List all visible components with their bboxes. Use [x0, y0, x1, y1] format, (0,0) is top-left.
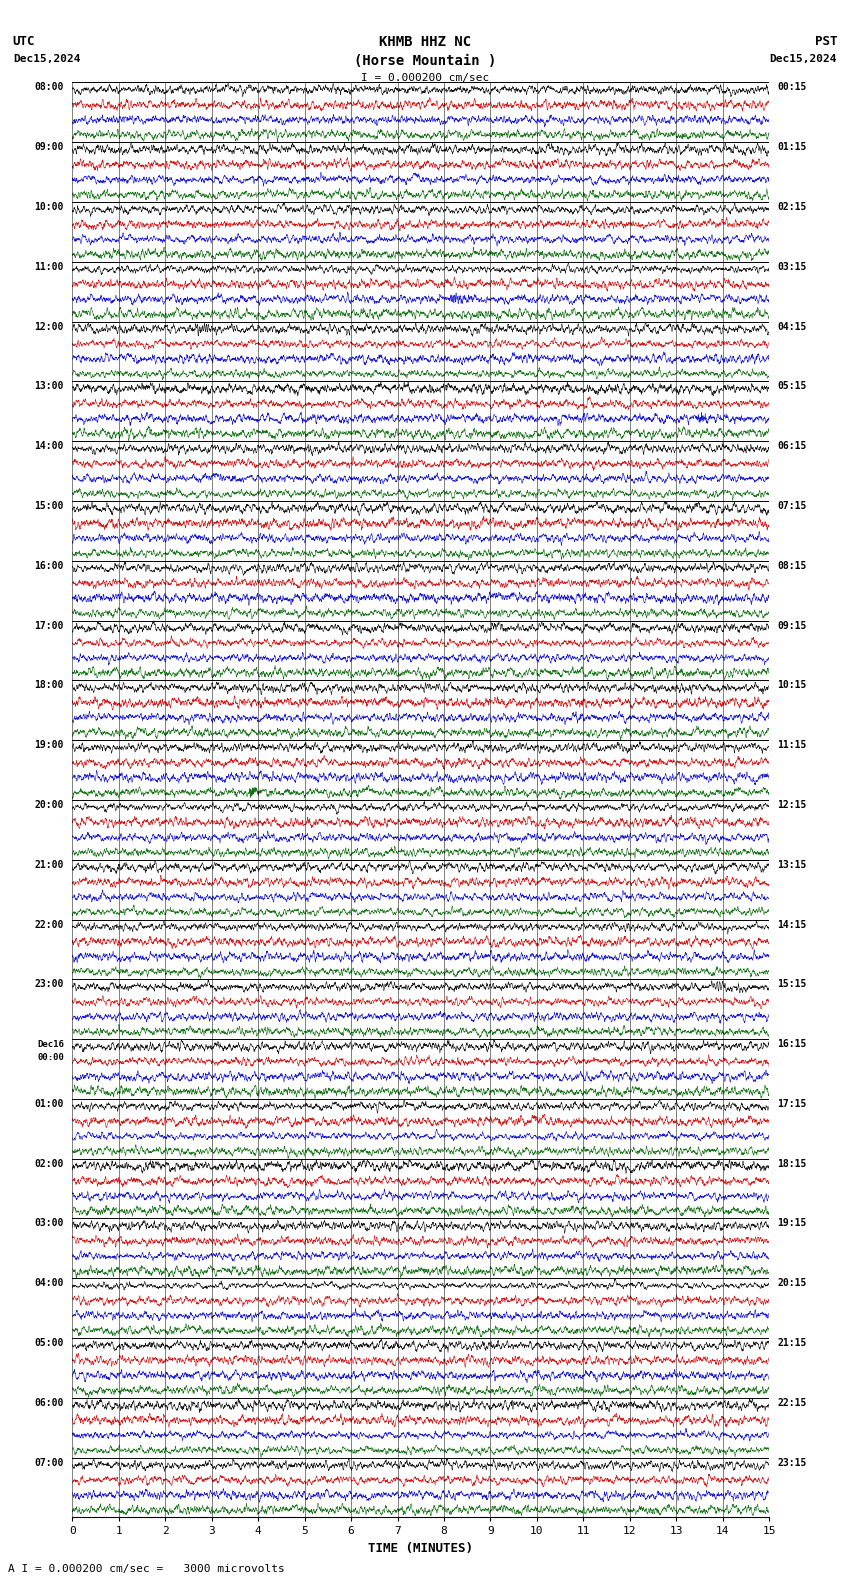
Text: 17:15: 17:15 [778, 1099, 807, 1109]
Text: 17:00: 17:00 [35, 621, 64, 630]
Text: 21:15: 21:15 [778, 1338, 807, 1348]
Text: (Horse Mountain ): (Horse Mountain ) [354, 54, 496, 68]
Text: 13:00: 13:00 [35, 382, 64, 391]
Text: 18:15: 18:15 [778, 1159, 807, 1169]
Text: 21:00: 21:00 [35, 860, 64, 870]
Text: 14:00: 14:00 [35, 440, 64, 451]
Text: 11:15: 11:15 [778, 740, 807, 751]
Text: 05:00: 05:00 [35, 1338, 64, 1348]
Text: UTC: UTC [13, 35, 35, 48]
Text: 01:00: 01:00 [35, 1099, 64, 1109]
Text: 10:00: 10:00 [35, 203, 64, 212]
Text: 13:15: 13:15 [778, 860, 807, 870]
Text: Dec16: Dec16 [37, 1039, 64, 1049]
Text: 10:15: 10:15 [778, 681, 807, 691]
Text: 03:15: 03:15 [778, 261, 807, 272]
Text: 12:00: 12:00 [35, 322, 64, 331]
Text: 22:15: 22:15 [778, 1397, 807, 1408]
Text: I = 0.000200 cm/sec: I = 0.000200 cm/sec [361, 73, 489, 82]
Text: 20:15: 20:15 [778, 1278, 807, 1288]
Text: 02:00: 02:00 [35, 1159, 64, 1169]
Text: 08:15: 08:15 [778, 561, 807, 570]
Text: 09:15: 09:15 [778, 621, 807, 630]
Text: 08:00: 08:00 [35, 82, 64, 92]
Text: 15:15: 15:15 [778, 979, 807, 990]
Text: 23:00: 23:00 [35, 979, 64, 990]
Text: 16:15: 16:15 [778, 1039, 807, 1049]
Text: KHMB HHZ NC: KHMB HHZ NC [379, 35, 471, 49]
Text: 23:15: 23:15 [778, 1457, 807, 1468]
Text: 15:00: 15:00 [35, 501, 64, 512]
Text: 18:00: 18:00 [35, 681, 64, 691]
Text: 19:00: 19:00 [35, 740, 64, 751]
Text: 00:15: 00:15 [778, 82, 807, 92]
Text: 19:15: 19:15 [778, 1218, 807, 1229]
Text: 07:15: 07:15 [778, 501, 807, 512]
Text: 20:00: 20:00 [35, 800, 64, 809]
Text: PST: PST [815, 35, 837, 48]
Text: Dec15,2024: Dec15,2024 [770, 54, 837, 63]
Text: 05:15: 05:15 [778, 382, 807, 391]
Text: 14:15: 14:15 [778, 919, 807, 930]
Text: 22:00: 22:00 [35, 919, 64, 930]
Text: Dec15,2024: Dec15,2024 [13, 54, 80, 63]
Text: 16:00: 16:00 [35, 561, 64, 570]
Text: 07:00: 07:00 [35, 1457, 64, 1468]
Text: 11:00: 11:00 [35, 261, 64, 272]
Text: 02:15: 02:15 [778, 203, 807, 212]
Text: 09:00: 09:00 [35, 143, 64, 152]
X-axis label: TIME (MINUTES): TIME (MINUTES) [368, 1543, 473, 1555]
Text: 00:00: 00:00 [37, 1053, 64, 1063]
Text: 06:15: 06:15 [778, 440, 807, 451]
Text: 04:00: 04:00 [35, 1278, 64, 1288]
Text: 03:00: 03:00 [35, 1218, 64, 1229]
Text: 06:00: 06:00 [35, 1397, 64, 1408]
Text: 04:15: 04:15 [778, 322, 807, 331]
Text: 12:15: 12:15 [778, 800, 807, 809]
Text: A I = 0.000200 cm/sec =   3000 microvolts: A I = 0.000200 cm/sec = 3000 microvolts [8, 1565, 286, 1574]
Text: 01:15: 01:15 [778, 143, 807, 152]
